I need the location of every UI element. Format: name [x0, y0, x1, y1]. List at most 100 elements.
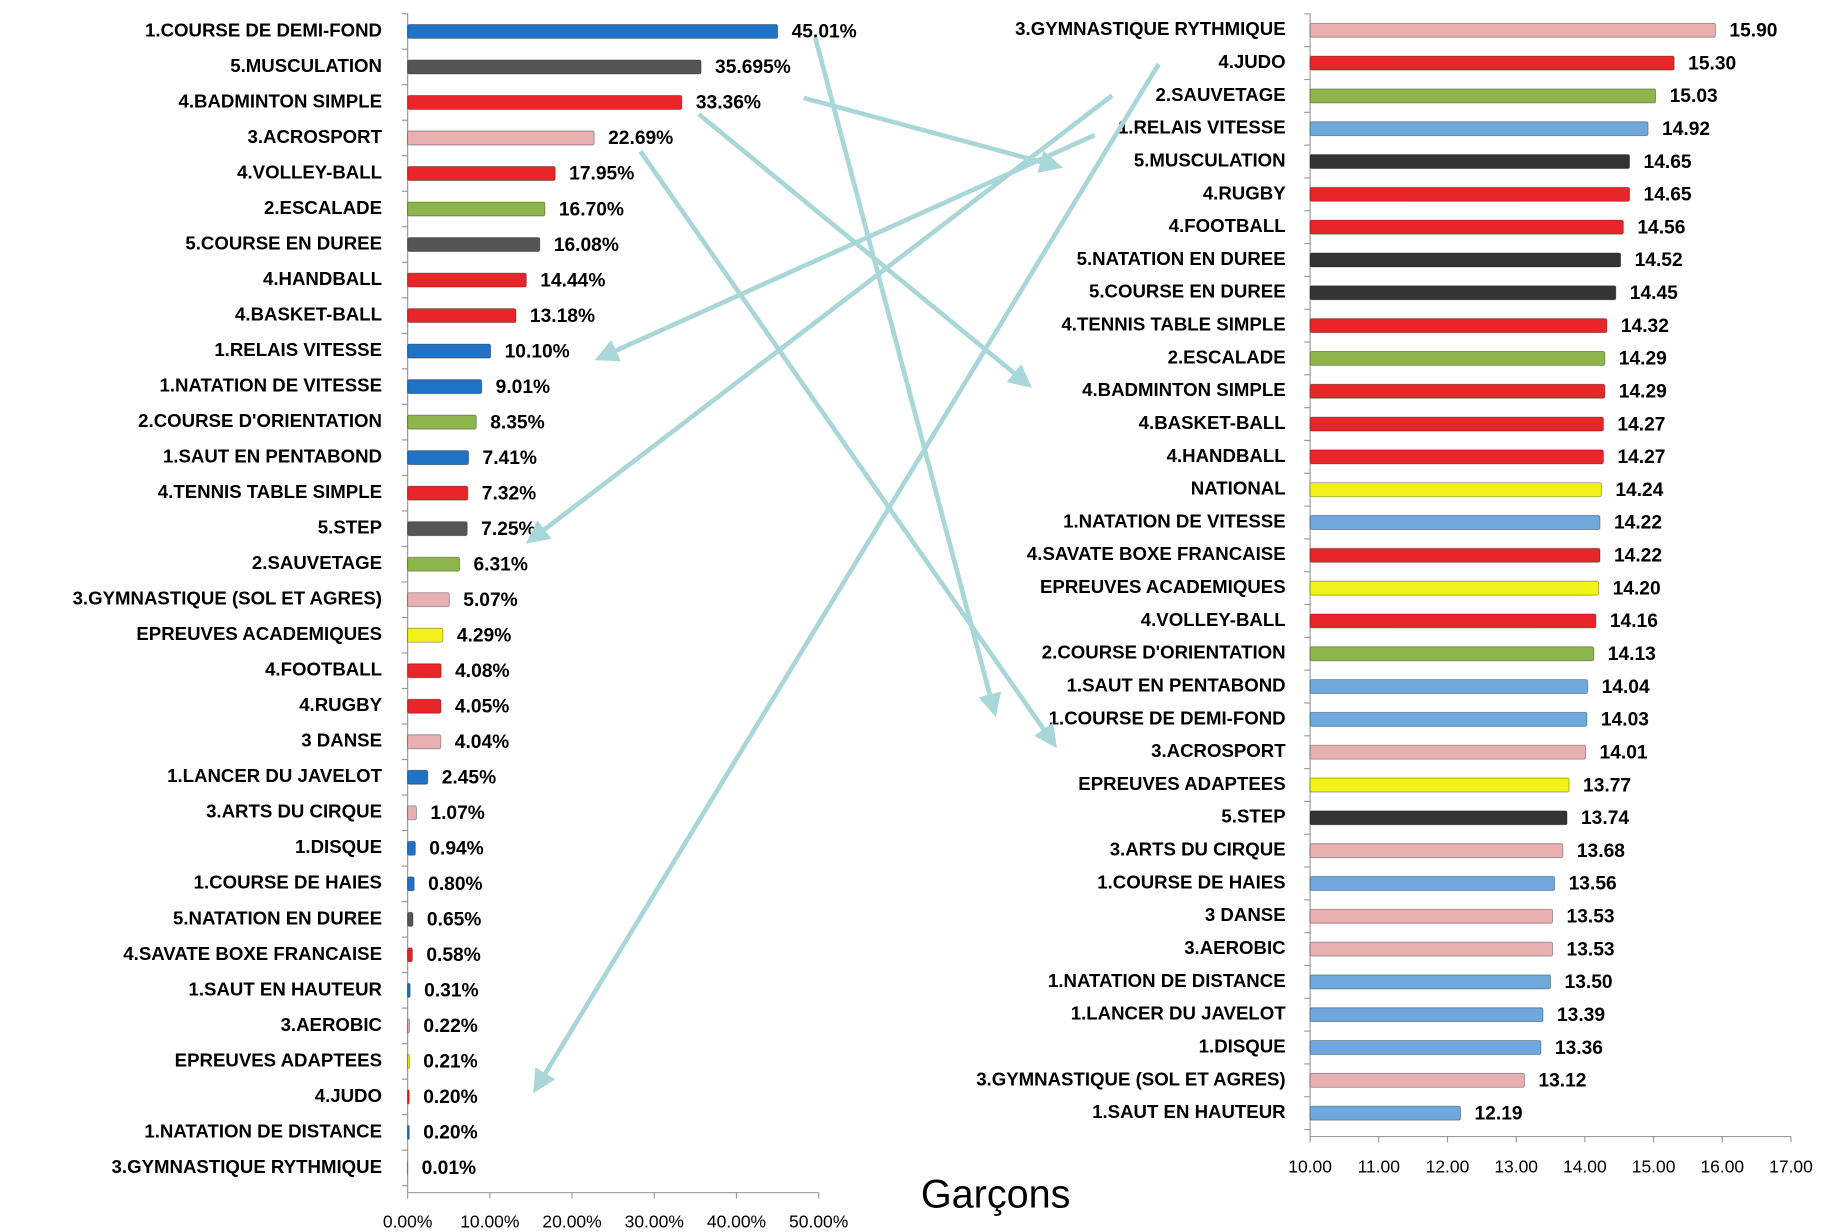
- category-label: 5.STEP: [318, 517, 382, 538]
- bar: [407, 308, 517, 324]
- category-label: 5.NATATION EN DUREE: [1077, 248, 1286, 269]
- category-label: 5.STEP: [1221, 806, 1285, 827]
- x-tick-label: 14.00: [1563, 1157, 1607, 1177]
- bar: [1309, 580, 1600, 596]
- value-label: 14.29: [1619, 381, 1667, 402]
- category-label: 1.NATATION DE VITESSE: [160, 375, 382, 396]
- value-label: 0.31%: [424, 981, 478, 1002]
- bar: [1309, 383, 1606, 399]
- value-label: 13.18%: [530, 306, 595, 327]
- bar: [407, 876, 415, 892]
- category-label: 3.GYMNASTIQUE (SOL ET AGRES): [976, 1068, 1285, 1089]
- value-label: 10.10%: [505, 341, 570, 362]
- bar: [407, 95, 683, 110]
- category-label: 4.TENNIS TABLE SIMPLE: [158, 481, 382, 502]
- value-label: 6.31%: [473, 554, 527, 575]
- value-label: 0.22%: [423, 1016, 477, 1037]
- arrow: [802, 95, 1063, 173]
- bar: [1309, 646, 1595, 662]
- bar: [1309, 22, 1716, 38]
- category-label: 3.AEROBIC: [281, 1014, 382, 1035]
- arrows: [525, 36, 1161, 1094]
- value-label: 16.08%: [554, 235, 619, 256]
- x-tick-label: 30.00%: [625, 1211, 684, 1231]
- category-label: 1.COURSE DE DEMI-FOND: [1049, 707, 1286, 728]
- category-label: 5.MUSCULATION: [1134, 149, 1286, 170]
- value-label: 13.12: [1538, 1071, 1586, 1092]
- bar: [1309, 515, 1601, 530]
- value-label: 14.27: [1617, 447, 1665, 468]
- value-label: 14.29: [1619, 349, 1667, 370]
- value-label: 9.01%: [496, 377, 550, 398]
- category-label: 4.VOLLEY-BALL: [237, 161, 382, 182]
- bar: [407, 1018, 410, 1034]
- value-label: 14.65: [1644, 185, 1692, 206]
- bar: [407, 698, 442, 714]
- x-tick-label: 20.00%: [542, 1211, 601, 1231]
- value-label: 14.22: [1614, 513, 1662, 534]
- x-tick-label: 13.00: [1494, 1157, 1538, 1177]
- category-label: 4.HANDBALL: [1167, 445, 1286, 466]
- category-label: EPREUVES ADAPTEES: [175, 1049, 382, 1070]
- value-label: 4.08%: [455, 661, 509, 682]
- value-label: 33.36%: [696, 93, 761, 114]
- category-label: 5.NATATION EN DUREE: [173, 907, 382, 928]
- category-label: 4.FOOTBALL: [265, 659, 382, 680]
- bar: [1309, 711, 1588, 727]
- category-label: 1.LANCER DU JAVELOT: [167, 765, 383, 786]
- bar: [407, 840, 416, 856]
- value-label: 14.52: [1635, 250, 1683, 271]
- bar: [1309, 1007, 1544, 1023]
- bar: [407, 485, 469, 501]
- bar: [407, 23, 779, 39]
- category-label: 4.RUGBY: [299, 694, 382, 715]
- bar: [1309, 547, 1601, 563]
- category-label: 1.DISQUE: [1199, 1035, 1286, 1056]
- category-label: 3 DANSE: [301, 730, 382, 751]
- category-label: 4.BADMINTON SIMPLE: [178, 90, 382, 111]
- bar: [407, 379, 483, 395]
- category-label: 3.ARTS DU CIRQUE: [206, 801, 382, 822]
- value-label: 14.44%: [540, 270, 605, 291]
- category-label: 4.HANDBALL: [263, 268, 382, 289]
- value-label: 14.56: [1637, 217, 1685, 238]
- bar: [1309, 1072, 1525, 1088]
- value-label: 13.77: [1583, 775, 1631, 796]
- value-label: 14.04: [1602, 677, 1650, 698]
- category-label: 1.COURSE DE HAIES: [194, 872, 382, 893]
- category-label: 1.NATATION DE DISTANCE: [1048, 970, 1286, 991]
- category-label: 5.COURSE EN DUREE: [185, 232, 382, 253]
- x-tick-label: 12.00: [1426, 1157, 1470, 1177]
- bar: [1309, 908, 1554, 924]
- category-label: 4.VOLLEY-BALL: [1141, 609, 1286, 630]
- bar: [407, 201, 546, 217]
- category-label: 1.NATATION DE VITESSE: [1063, 510, 1286, 531]
- value-label: 5.07%: [463, 590, 517, 611]
- value-label: 0.01%: [422, 1158, 476, 1179]
- bar: [1309, 744, 1587, 760]
- value-label: 14.13: [1608, 644, 1656, 665]
- value-label: 0.20%: [423, 1123, 477, 1144]
- category-label: 3.GYMNASTIQUE RYTHMIQUE: [1015, 18, 1285, 39]
- value-label: 14.92: [1662, 119, 1710, 140]
- value-label: 13.39: [1557, 1005, 1605, 1026]
- bar: [407, 805, 417, 821]
- x-tick-label: 0.00%: [383, 1211, 433, 1231]
- bar: [1309, 350, 1606, 366]
- value-label: 4.05%: [455, 696, 509, 717]
- bar: [1309, 416, 1604, 432]
- bar: [407, 237, 541, 252]
- value-label: 8.35%: [490, 412, 544, 433]
- value-label: 14.24: [1615, 480, 1663, 501]
- bar: [1309, 482, 1602, 498]
- bar: [407, 592, 450, 608]
- bar: [407, 1124, 410, 1140]
- value-label: 14.45: [1630, 283, 1678, 304]
- value-label: 7.32%: [482, 483, 536, 504]
- bar: [1309, 252, 1622, 268]
- x-tick-label: 17.00: [1769, 1157, 1813, 1177]
- bar: [407, 769, 429, 785]
- value-label: 14.03: [1601, 710, 1649, 731]
